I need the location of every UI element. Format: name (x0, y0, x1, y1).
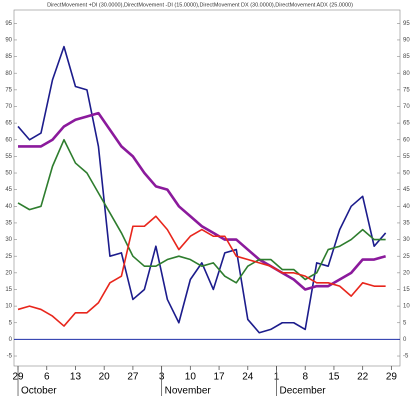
x-tick-label: 6 (44, 372, 50, 383)
y-tick-label: 10 (5, 304, 12, 310)
y-tick-label: 75 (5, 87, 12, 93)
y-tick-label: 30 (403, 237, 410, 243)
x-tick-label: 17 (214, 372, 226, 383)
y-tick-label: 45 (403, 187, 410, 193)
y-tick-label: 75 (403, 87, 410, 93)
y-tick-label: 60 (403, 137, 410, 143)
y-tick-label: 95 (403, 21, 410, 27)
y-tick-label: 80 (5, 71, 12, 77)
y-tick-label: 30 (5, 237, 12, 243)
y-tick-label: 55 (5, 154, 12, 160)
series-line (17, 45, 387, 334)
y-tick-label: 95 (5, 21, 12, 27)
y-tick-label: 80 (403, 71, 410, 77)
x-tick-label: 10 (185, 372, 197, 383)
y-tick-label: 35 (403, 221, 410, 227)
y-tick-label: -5 (403, 354, 409, 360)
x-tick-label: 22 (357, 372, 369, 383)
y-tick-label: 90 (5, 38, 12, 44)
y-tick-label: 15 (403, 287, 410, 293)
y-tick-label: 5 (403, 320, 407, 326)
y-tick-label: 20 (403, 270, 410, 276)
plot-frame (13, 9, 401, 367)
y-tick-label: 10 (403, 304, 410, 310)
x-tick-label: 24 (242, 372, 254, 383)
y-tick-label: 50 (403, 171, 410, 177)
y-tick-label: 45 (5, 187, 12, 193)
y-tick-label: 35 (5, 221, 12, 227)
y-tick-label: 85 (403, 54, 410, 60)
y-tick-label: 70 (403, 104, 410, 110)
x-tick-label: 13 (70, 372, 82, 383)
y-tick-label: 85 (5, 54, 12, 60)
y-tick-label: 0 (403, 337, 407, 343)
series-line (17, 215, 386, 327)
x-tick-label: 8 (302, 372, 308, 383)
y-tick-label: 70 (5, 104, 12, 110)
y-tick-label: 5 (9, 320, 13, 326)
month-label: November (165, 386, 212, 397)
y-tick-label: 40 (5, 204, 12, 210)
chart-title: DirectMovement +DI (30.0000),DirectMovem… (47, 2, 353, 8)
y-tick-label: 15 (5, 287, 12, 293)
y-tick-label: 65 (5, 121, 12, 127)
y-tick-label: 25 (403, 254, 410, 260)
series-line (17, 138, 386, 284)
y-tick-label: 40 (403, 204, 410, 210)
y-tick-label: 25 (5, 254, 12, 260)
month-label: October (21, 386, 57, 397)
y-tick-label: -5 (7, 354, 13, 360)
x-tick-label: 27 (127, 372, 139, 383)
y-tick-label: 65 (403, 121, 410, 127)
y-tick-label: 90 (403, 38, 410, 44)
y-tick-label: 20 (5, 270, 12, 276)
y-tick-label: 50 (5, 171, 12, 177)
y-tick-label: 0 (9, 337, 13, 343)
y-tick-label: 55 (403, 154, 410, 160)
month-label: December (280, 386, 327, 397)
x-tick-label: 20 (99, 372, 111, 383)
x-tick-label: 15 (328, 372, 340, 383)
x-tick-label: 29 (386, 372, 398, 383)
series-line (18, 111, 387, 291)
y-tick-label: 60 (5, 137, 12, 143)
